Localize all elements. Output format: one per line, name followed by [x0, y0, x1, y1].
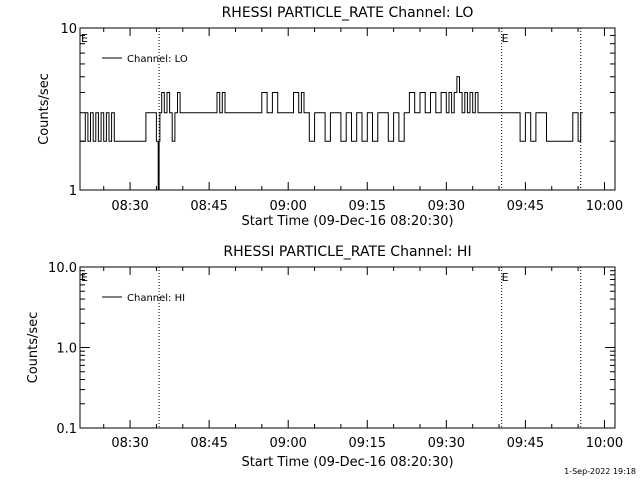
y-tick-label: 0.1 [56, 422, 77, 437]
x-tick-label: 09:30 [428, 199, 465, 214]
y-tick-label: 10.0 [48, 261, 77, 276]
x-axis-label: Start Time (09-Dec-16 08:20:30) [241, 214, 453, 229]
x-tick-label: 09:45 [507, 436, 544, 451]
plot-frame [79, 27, 616, 191]
x-tick-label: 09:00 [269, 436, 306, 451]
x-tick-label: 08:30 [111, 199, 148, 214]
event-marker-label: E [81, 32, 88, 45]
series-line [80, 76, 583, 191]
x-tick-label: 09:00 [269, 199, 306, 214]
y-tick-label: 1 [69, 184, 77, 199]
x-tick-label: 08:45 [190, 199, 227, 214]
y-tick-label: 1.0 [56, 342, 77, 357]
timestamp-footer: 1-Sep-2022 19:18 [564, 467, 636, 476]
x-tick-label: 08:45 [190, 436, 227, 451]
event-marker-label: E [502, 32, 509, 45]
chart-title: RHESSI PARTICLE_RATE Channel: LO [222, 5, 474, 21]
plot-frame [79, 266, 616, 429]
event-marker-label: E [502, 271, 509, 284]
x-tick-label: 08:30 [111, 436, 148, 451]
x-tick-label: 10:00 [586, 436, 623, 451]
x-tick-label: 10:00 [586, 199, 623, 214]
panel-lo: RHESSI PARTICLE_RATE Channel: LO 08:30 08:… [37, 5, 623, 229]
legend-label: Channel: LO [127, 54, 188, 65]
x-tick-label: 09:45 [507, 199, 544, 214]
panel-hi: RHESSI PARTICLE_RATE Channel: HI 08:30 08:… [26, 244, 623, 470]
x-tick-label: 09:15 [349, 199, 386, 214]
x-tick-label: 09:15 [349, 436, 386, 451]
x-tick-label: 09:30 [428, 436, 465, 451]
y-axis-label: Counts/sec [26, 312, 41, 384]
chart-title: RHESSI PARTICLE_RATE Channel: HI [223, 244, 471, 260]
event-marker-label: E [81, 271, 88, 284]
x-axis-label: Start Time (09-Dec-16 08:20:30) [241, 455, 453, 470]
y-axis-label: Counts/sec [37, 73, 52, 145]
legend-label: Channel: HI [127, 293, 185, 304]
y-tick-label: 10 [60, 22, 77, 37]
